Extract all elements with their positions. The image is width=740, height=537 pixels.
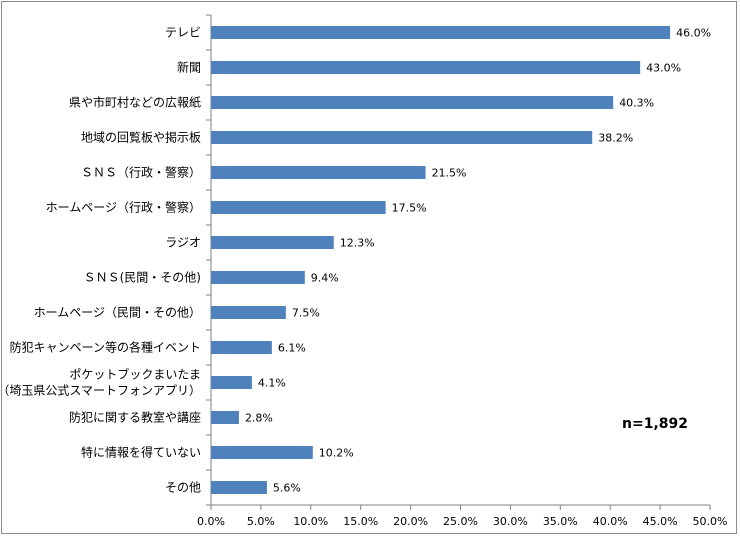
category-label: 防犯キャンペーン等の各種イベント	[10, 340, 201, 355]
x-tick-label: 40.0%	[593, 515, 628, 528]
bar	[211, 411, 239, 424]
category-label: ホームページ（行政・警察）	[46, 200, 201, 215]
bar	[211, 201, 386, 214]
value-label: 40.3%	[619, 97, 654, 110]
bar	[211, 306, 286, 319]
x-tick-label: 15.0%	[343, 515, 378, 528]
bar	[211, 376, 252, 389]
category-label: ポケットブックまいたま	[69, 367, 201, 382]
category-label: ＳＮＳ(民間・その他)	[84, 271, 201, 285]
x-tick-label: 0.0%	[197, 515, 225, 528]
bar	[211, 236, 334, 249]
x-tick-label: 20.0%	[393, 515, 428, 528]
category-label: 地域の回覧板や掲示板	[81, 130, 201, 145]
category-label: （埼玉県公式スマートフォンアプリ）	[0, 384, 201, 398]
x-tick-label: 5.0%	[247, 515, 275, 528]
category-label: ラジオ	[165, 236, 201, 250]
x-tick-label: 10.0%	[293, 515, 328, 528]
bar	[211, 61, 641, 74]
value-label: 5.6%	[273, 482, 301, 495]
category-label: その他	[165, 481, 201, 495]
bar	[211, 96, 614, 109]
bar	[211, 26, 671, 39]
bar	[211, 131, 593, 144]
bar	[211, 481, 267, 494]
category-label: 県や市町村などの広報紙	[69, 95, 201, 110]
category-label: ホームページ（民間・その他）	[34, 306, 201, 320]
value-label: 21.5%	[432, 167, 467, 180]
bars	[211, 26, 671, 494]
category-label: 特に情報を得ていない	[81, 445, 201, 460]
x-tick-label: 35.0%	[543, 515, 578, 528]
value-label: 43.0%	[646, 62, 681, 75]
value-label: 10.2%	[319, 447, 354, 460]
value-label: 38.2%	[598, 132, 633, 145]
value-label: 7.5%	[292, 307, 320, 320]
value-label: 6.1%	[278, 342, 306, 355]
value-label: 46.0%	[676, 27, 711, 40]
category-label: 防犯に関する教室や講座	[69, 410, 201, 425]
x-tick-label: 45.0%	[643, 515, 678, 528]
value-label: 2.8%	[245, 412, 273, 425]
category-label: テレビ	[165, 26, 201, 40]
sample-size-annotation: n=1,892	[622, 416, 688, 432]
bar	[211, 446, 313, 459]
value-label: 12.3%	[340, 237, 375, 250]
value-label: 4.1%	[258, 377, 286, 390]
x-tick-label: 30.0%	[493, 515, 528, 528]
value-label: 17.5%	[392, 202, 427, 215]
value-label: 9.4%	[311, 272, 339, 285]
x-axis-ticks: 0.0% 5.0% 10.0% 15.0% 20.0% 25.0% 30.0% 35.0% 40…	[197, 14, 728, 528]
bar	[211, 341, 272, 354]
category-label: 新聞	[177, 60, 201, 75]
bar	[211, 271, 305, 284]
x-tick-label: 25.0%	[443, 515, 478, 528]
bar	[211, 166, 426, 179]
x-tick-label: 50.0%	[693, 515, 728, 528]
value-labels: 46.0% 43.0% 40.3% 38.2% 21.5% 17.5% 12.3% 9.4% 7…	[245, 27, 711, 495]
category-label: ＳＮＳ（行政・警察）	[81, 165, 201, 180]
